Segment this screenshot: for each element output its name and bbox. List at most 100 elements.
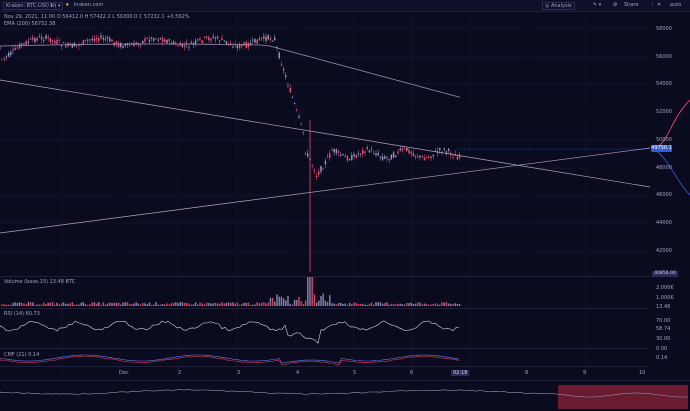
volume-bar — [115, 302, 118, 306]
candle-body — [69, 43, 71, 46]
cmf-legend[interactable]: CMF (21) 0.14 — [4, 352, 39, 358]
volume-bar — [278, 296, 280, 306]
volume-bar — [267, 302, 269, 306]
volume-bar — [417, 302, 419, 306]
cmf-signal-line — [0, 355, 460, 366]
candle-body — [243, 43, 245, 45]
volume-bar — [221, 302, 223, 306]
volume-bar — [421, 304, 423, 306]
volume-bar — [10, 304, 12, 306]
volume-bar — [247, 302, 250, 306]
volume-bar — [186, 302, 188, 306]
volume-bar — [18, 302, 21, 306]
candle-body — [307, 153, 309, 157]
ema-legend[interactable]: EMA (200) 56752.38 — [4, 21, 55, 27]
candle-body — [109, 38, 111, 42]
volume-bar — [458, 303, 461, 306]
volume-bar — [210, 303, 212, 306]
volume-bar — [269, 297, 272, 306]
pane-separator[interactable] — [0, 276, 650, 277]
volume-bar — [7, 304, 10, 306]
volume-bar — [126, 302, 129, 306]
volume-bar — [43, 302, 45, 306]
candle-body — [293, 103, 296, 105]
volume-bar — [450, 303, 452, 306]
volume-bar — [355, 303, 357, 306]
grid-lines — [0, 12, 650, 380]
low-price-tag: 40856.00 — [652, 271, 678, 277]
volume-bar — [117, 302, 120, 306]
candle-body — [368, 150, 371, 153]
candle-body — [58, 40, 60, 42]
candle-body — [98, 38, 100, 41]
volume-bar — [142, 303, 144, 306]
volume-bar — [122, 302, 124, 306]
volume-bar — [298, 297, 300, 306]
volume-bar — [38, 304, 41, 306]
candle-body — [54, 40, 56, 44]
pane-separator[interactable] — [0, 308, 650, 309]
candle-body — [443, 148, 445, 150]
top-toolbar: Kraken: BTC-USD ▾ 1h ▾ ★ kraken.com ◎ An… — [0, 0, 690, 12]
volume-bar — [340, 302, 342, 306]
volume-bar — [54, 304, 56, 306]
candle-body — [102, 37, 104, 40]
share-button[interactable]: Share — [624, 2, 639, 8]
candle-body — [278, 52, 280, 59]
gear-icon[interactable]: ⚙ — [613, 2, 618, 8]
volume-bar — [146, 304, 148, 306]
candle-body — [388, 158, 390, 161]
interval-selector[interactable]: 1h ▾ — [47, 2, 64, 10]
volume-bar — [144, 303, 146, 306]
open-value: 56412.0 — [62, 14, 84, 20]
more-icon[interactable]: ⋮ — [650, 2, 655, 8]
candle-body — [265, 36, 267, 41]
close-icon[interactable]: ✕ — [657, 2, 662, 8]
volume-bar — [326, 302, 329, 306]
star-icon[interactable]: ★ — [65, 2, 70, 8]
candle-body — [458, 154, 461, 159]
pane-separator[interactable] — [0, 366, 650, 367]
volume-bar — [69, 303, 71, 306]
cmf-tick: 0.14 — [656, 355, 668, 361]
candle-body — [71, 43, 74, 48]
site-label[interactable]: kraken.com — [74, 2, 104, 8]
volume-bar — [34, 304, 36, 306]
candle-body — [252, 39, 254, 41]
candle-body — [384, 156, 386, 159]
volume-bar — [381, 303, 384, 306]
candle-body — [164, 39, 166, 43]
volume-bar — [192, 304, 195, 306]
pane-separator[interactable] — [0, 348, 650, 349]
volume-bar — [280, 296, 283, 306]
auto-scale-button[interactable]: auto — [670, 2, 682, 8]
candle-body — [412, 153, 415, 157]
volume-bar — [12, 302, 14, 306]
volume-bar — [128, 303, 131, 306]
pencil-icon[interactable]: ✎ ▾ — [593, 2, 602, 8]
candle-body — [128, 45, 131, 47]
volume-bar — [439, 304, 441, 306]
volume-bar — [58, 304, 60, 306]
rsi-legend[interactable]: RSI (14) 60.73 — [4, 311, 40, 317]
candle-body — [375, 153, 377, 156]
volume-legend[interactable]: Volume (base,15) 13.48 BTC — [4, 279, 75, 285]
candle-body — [324, 161, 327, 165]
volume-bar — [80, 302, 82, 306]
analysis-button[interactable]: ◎ Analysis — [542, 2, 575, 10]
price-tick: 42000 — [656, 248, 672, 254]
exchange-selector[interactable]: Kraken: BTC-USD ▾ — [3, 2, 56, 10]
volume-bar — [49, 302, 52, 306]
volume-bar — [51, 302, 54, 306]
candle-body — [148, 39, 151, 42]
volume-bar — [203, 304, 206, 306]
candle-body — [124, 44, 126, 46]
volume-bar — [120, 304, 122, 306]
volume-bar — [3, 304, 5, 306]
candle-body — [408, 149, 410, 154]
price-tick: 48000 — [656, 165, 672, 171]
candle-body — [139, 44, 142, 46]
candle-body — [344, 155, 346, 157]
volume-bar — [87, 304, 89, 306]
